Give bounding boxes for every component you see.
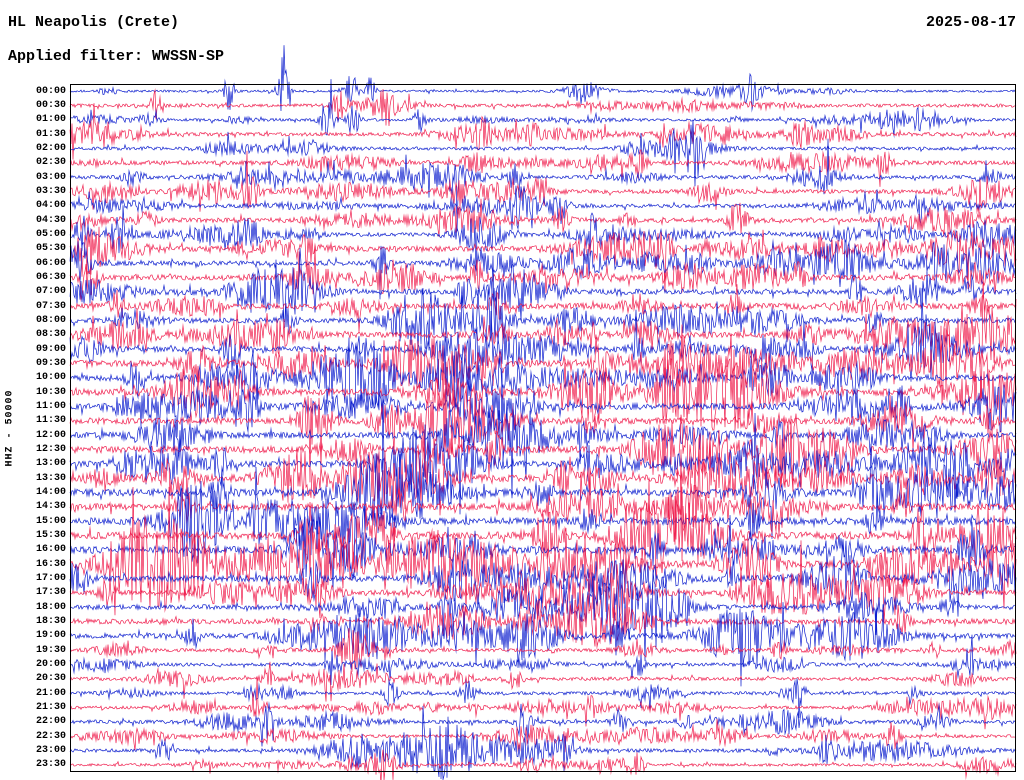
filter-label: Applied filter: WWSSN-SP xyxy=(8,48,225,65)
time-label: 01:00 xyxy=(35,114,66,126)
date-label: 2025-08-17 xyxy=(925,14,1016,31)
time-label: 10:30 xyxy=(35,386,66,398)
time-label: 19:30 xyxy=(35,644,66,656)
time-label: 20:00 xyxy=(35,659,66,670)
time-label: 14:00 xyxy=(35,487,66,498)
time-label: 05:30 xyxy=(35,243,66,255)
time-label: 05:00 xyxy=(35,229,66,240)
time-label: 23:30 xyxy=(35,759,66,771)
time-label: 20:30 xyxy=(35,673,66,685)
time-label: 13:30 xyxy=(35,472,66,484)
time-label: 12:30 xyxy=(35,444,66,455)
time-label: 17:30 xyxy=(35,587,66,599)
time-label: 02:30 xyxy=(35,157,66,169)
time-label: 19:00 xyxy=(35,630,66,642)
time-label: 16:00 xyxy=(35,544,66,556)
time-label: 03:00 xyxy=(35,171,66,183)
time-label: 07:00 xyxy=(35,286,66,298)
station-title: HL Neapolis (Crete) xyxy=(8,14,180,31)
time-label: 01:30 xyxy=(35,128,66,140)
time-label: 16:30 xyxy=(35,558,66,570)
time-label: 15:30 xyxy=(35,530,66,541)
time-label: 07:30 xyxy=(35,300,66,312)
time-label: 03:30 xyxy=(35,186,66,197)
time-label: 00:00 xyxy=(35,85,66,97)
time-label: 00:30 xyxy=(35,100,66,111)
time-label: 09:00 xyxy=(35,343,66,355)
time-label: 22:00 xyxy=(35,716,66,728)
time-label: 18:00 xyxy=(35,601,66,613)
time-label: 11:00 xyxy=(35,401,66,412)
time-label: 18:30 xyxy=(35,616,66,627)
time-label: 06:00 xyxy=(35,257,66,269)
time-label: 02:00 xyxy=(35,143,66,154)
time-label: 11:30 xyxy=(35,415,66,427)
time-label: 21:00 xyxy=(35,687,66,699)
time-label: 04:30 xyxy=(35,214,66,226)
time-label: 21:30 xyxy=(35,702,66,713)
time-label: 22:30 xyxy=(35,730,66,742)
time-label: 14:30 xyxy=(35,501,66,513)
time-label: 12:00 xyxy=(35,429,66,441)
time-label: 04:00 xyxy=(35,200,66,212)
time-label: 23:00 xyxy=(35,745,66,756)
time-label: 08:00 xyxy=(35,315,66,326)
time-label: 13:00 xyxy=(35,458,66,470)
time-label: 10:00 xyxy=(35,372,66,384)
time-label: 08:30 xyxy=(35,329,66,341)
time-label: 09:30 xyxy=(35,358,66,369)
time-label: 15:00 xyxy=(35,515,66,527)
time-label: 17:00 xyxy=(35,573,66,584)
time-label: 06:30 xyxy=(35,272,66,283)
